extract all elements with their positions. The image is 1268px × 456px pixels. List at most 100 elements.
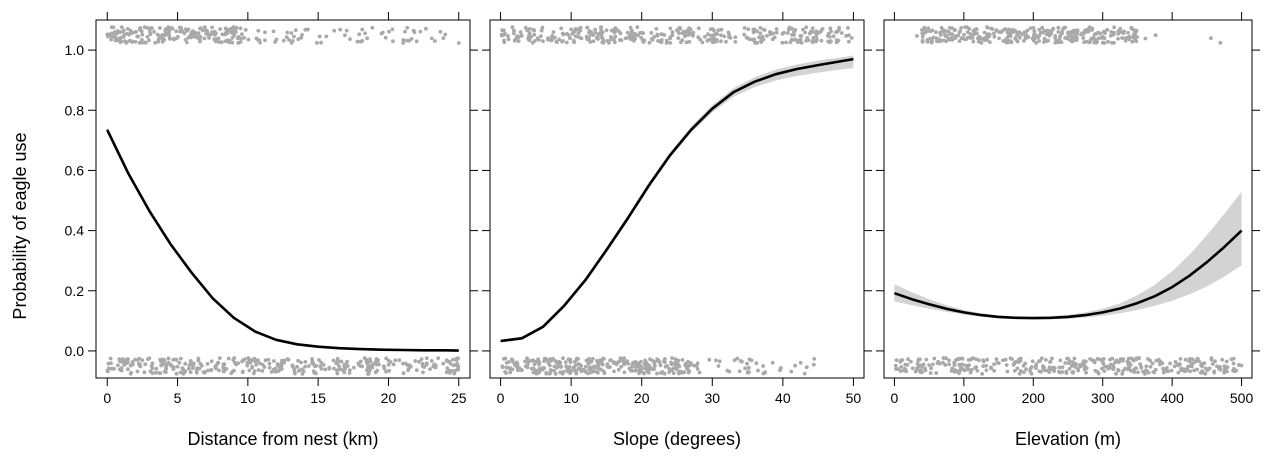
rug-point-bottom [1212, 369, 1217, 374]
rug-point-bottom [217, 356, 222, 360]
rug-point-bottom [209, 359, 214, 364]
rug-point-bottom [327, 365, 332, 370]
rug-point-top [925, 29, 930, 34]
fitted-line [106, 129, 459, 352]
rug-point-bottom [321, 362, 326, 367]
rug-point-top [142, 25, 147, 29]
rug-point-top [612, 40, 617, 45]
rug-point-top [625, 30, 630, 35]
rug-point-bottom [992, 368, 996, 373]
rug-point-bottom [1146, 370, 1151, 375]
rug-point-top [401, 38, 406, 42]
rug-point-top [118, 37, 122, 42]
rug-point-bottom [542, 356, 547, 361]
rug-point-bottom [362, 356, 367, 361]
rug-point-top [182, 31, 187, 36]
rug-point-top [814, 29, 819, 34]
rug-point-top [977, 34, 981, 39]
rug-point-top [774, 27, 779, 31]
y-axis-label: Probability of eagle use [10, 132, 30, 319]
rug-point-bottom [387, 368, 391, 373]
rug-point-bottom [1156, 357, 1161, 362]
rug-point-top [1042, 40, 1046, 44]
rug-point-bottom [1207, 366, 1212, 371]
rug-point-top [1116, 36, 1120, 41]
rug-point-bottom [1168, 361, 1172, 366]
rug-point-bottom [749, 358, 754, 363]
rug-point-bottom [811, 362, 816, 367]
rug-point-top [920, 34, 925, 39]
rug-point-bottom [296, 358, 300, 363]
rug-point-top [787, 25, 792, 30]
rug-point-top [263, 30, 267, 35]
rug-point-top [828, 26, 833, 31]
rug-point-bottom [716, 364, 721, 368]
rug-point-top [203, 25, 207, 29]
rug-point-bottom [205, 362, 210, 366]
rug-point-top [599, 28, 604, 33]
rug-point-top [344, 28, 349, 33]
rug-point-bottom [266, 357, 271, 362]
rug-point-bottom [1231, 361, 1236, 366]
rug-point-bottom [130, 360, 135, 364]
rug-point-top [424, 26, 428, 31]
rug-point-top [348, 37, 352, 41]
panel-1: 0 5 10 15 20 25 0.0 0.2 0.4 0.6 0.8 1.0 Distance fro… [65, 12, 478, 449]
rug-point-top [358, 39, 363, 44]
rug-point-bottom [564, 364, 568, 369]
rug-point-top [831, 34, 836, 39]
rug-point-bottom [965, 366, 970, 371]
rug-point-bottom [616, 367, 621, 372]
rug-point-bottom [347, 371, 352, 375]
rug-point-bottom [685, 367, 690, 371]
rug-point-top [539, 28, 544, 33]
rug-point-bottom [243, 357, 247, 362]
rug-point-top [752, 27, 757, 32]
rug-point-bottom [273, 366, 278, 371]
rug-point-bottom [366, 371, 371, 376]
confidence-band [500, 55, 854, 343]
rug-point-bottom [672, 362, 677, 366]
rug-point-bottom [234, 362, 239, 367]
x-tick-label: 15 [310, 390, 326, 406]
rug-point-top [506, 34, 510, 38]
rug-point-top [988, 40, 992, 44]
rug-point-top [825, 33, 830, 38]
rug-point-top [213, 33, 217, 37]
rug-point-top [1089, 36, 1094, 41]
rug-point-bottom [637, 365, 642, 370]
rug-point-bottom [421, 370, 425, 375]
rug-point-bottom [162, 369, 167, 374]
rug-point-bottom [332, 366, 336, 371]
rug-point-bottom [414, 368, 419, 373]
rug-point-bottom [1005, 369, 1010, 374]
rug-point-bottom [1153, 367, 1158, 372]
rug-point-bottom [1012, 369, 1017, 373]
rug-point-bottom [929, 366, 933, 371]
rug-point-bottom [936, 359, 941, 364]
rug-point-top [145, 34, 150, 39]
rug-point-top [780, 31, 785, 36]
rug-point-bottom [928, 371, 933, 375]
rug-point-bottom [317, 358, 321, 362]
rug-point-bottom [303, 360, 308, 364]
rug-point-bottom [366, 365, 370, 370]
rug-point-bottom [397, 358, 402, 363]
rug-point-bottom [980, 372, 985, 376]
rug-point-bottom [1084, 366, 1089, 370]
rug-point-bottom [367, 368, 372, 373]
rug-point-bottom [981, 364, 986, 368]
rug-point-bottom [445, 359, 450, 364]
rug-point-top [1153, 33, 1158, 38]
rug-point-bottom [1190, 357, 1195, 362]
rug-point-bottom [1210, 362, 1215, 366]
rug-point-bottom [1070, 370, 1075, 375]
rug-point-top [958, 29, 962, 34]
rug-point-bottom [128, 363, 133, 368]
rug-point-top [433, 39, 437, 43]
rug-point-bottom [502, 357, 506, 361]
rug-point-bottom [188, 359, 193, 363]
rug-point-bottom [676, 362, 681, 367]
rug-point-bottom [128, 371, 133, 376]
rug-point-top [1092, 32, 1097, 37]
